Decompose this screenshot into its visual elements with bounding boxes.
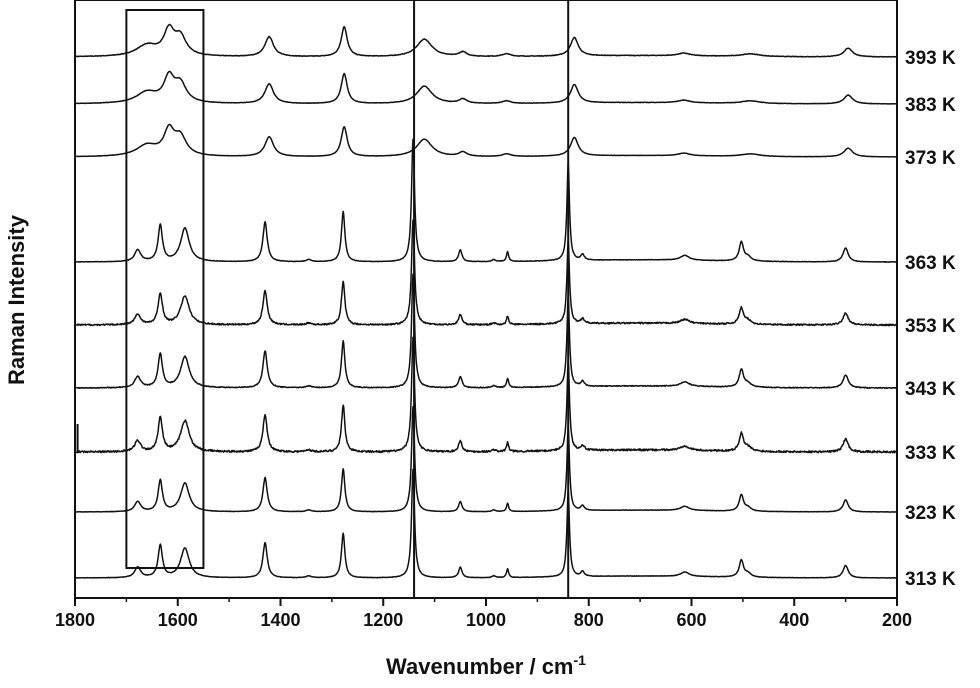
series-label-373k: 373 K bbox=[905, 148, 956, 169]
series-labels: 393 K 383 K 373 K 363 K 353 K 343 K 333 K 323 K… bbox=[905, 48, 956, 590]
x-tick-label-600: 600 bbox=[676, 610, 706, 630]
series-label-393k: 393 K bbox=[905, 48, 956, 69]
x-axis-title-text: Wavenumber / cm bbox=[386, 654, 573, 679]
y-axis-title: Raman Intensity bbox=[4, 214, 29, 385]
reference-lines bbox=[413, 0, 570, 598]
spectrum-line-393k bbox=[75, 23, 897, 58]
x-axis-ticks bbox=[74, 598, 898, 606]
x-tick-label-1200: 1200 bbox=[363, 610, 403, 630]
spectrum-line-383k bbox=[75, 70, 897, 105]
x-tick-label-200: 200 bbox=[882, 610, 912, 630]
x-axis-title-superscript: -1 bbox=[574, 652, 587, 668]
x-axis-tick-labels: 1800 1600 1400 1200 1000 800 600 400 200 bbox=[55, 610, 912, 630]
spectrum-line-343k bbox=[75, 273, 897, 390]
series-label-353k: 353 K bbox=[905, 316, 956, 337]
x-axis-title: Wavenumber / cm-1 bbox=[386, 652, 586, 679]
series-label-333k: 333 K bbox=[905, 443, 956, 464]
spectrum-line-323k bbox=[75, 405, 897, 513]
x-tick-label-1600: 1600 bbox=[158, 610, 198, 630]
highlight-box bbox=[125, 9, 205, 569]
spectrum-line-373k bbox=[75, 123, 897, 158]
series-label-313k: 313 K bbox=[905, 569, 956, 590]
spectra-group bbox=[75, 23, 897, 579]
series-label-343k: 343 K bbox=[905, 379, 956, 400]
series-label-383k: 383 K bbox=[905, 95, 956, 116]
spectrum-line-313k bbox=[75, 468, 897, 579]
spectrum-line-333k bbox=[75, 336, 897, 454]
x-tick-label-400: 400 bbox=[779, 610, 809, 630]
spectrum-line-353k bbox=[75, 219, 897, 327]
x-tick-label-1000: 1000 bbox=[466, 610, 506, 630]
series-label-323k: 323 K bbox=[905, 503, 956, 524]
x-tick-label-800: 800 bbox=[574, 610, 604, 630]
spectrum-line-363k bbox=[75, 138, 897, 263]
x-tick-label-1800: 1800 bbox=[55, 610, 95, 630]
series-label-363k: 363 K bbox=[905, 253, 956, 274]
x-tick-label-1400: 1400 bbox=[260, 610, 300, 630]
